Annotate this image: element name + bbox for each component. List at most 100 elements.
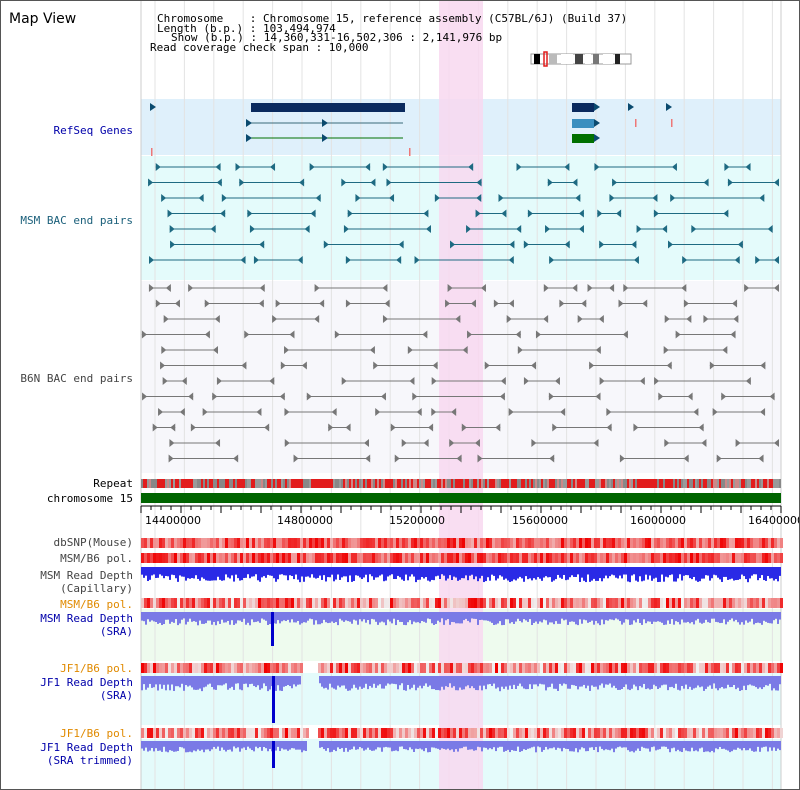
heat-cell [357, 663, 360, 673]
depth-bar [363, 612, 365, 620]
heat-cell [396, 728, 399, 738]
heat-cell [210, 538, 213, 548]
depth-bar [721, 567, 723, 582]
track-label-repeat[interactable]: Repeat [93, 477, 133, 490]
depth-bar [387, 567, 389, 577]
bac-end-arrow [334, 330, 340, 339]
repeat-segment [319, 479, 321, 488]
depth-bar [297, 741, 299, 750]
heat-cell [702, 553, 705, 563]
track-label-chromosome[interactable]: chromosome 15 [46, 492, 133, 505]
bac-end-arrow [662, 225, 668, 233]
bac-end-arrow [515, 330, 521, 339]
heat-cell [321, 663, 324, 673]
repeat-segment [487, 479, 489, 488]
heat-cell [546, 598, 549, 608]
heat-cell [549, 538, 552, 548]
depth-bar [565, 567, 567, 581]
heat-cell [429, 728, 432, 738]
depth-bar [721, 612, 723, 623]
bac-end-arrow [589, 361, 595, 370]
heat-cell [756, 728, 759, 738]
heat-cell [366, 553, 369, 563]
track-label-msm-pol[interactable]: MSM/B6 pol. [60, 552, 133, 565]
depth-bar [405, 676, 407, 691]
heat-cell [738, 538, 741, 548]
heat-cell [621, 728, 624, 738]
depth-bar [317, 612, 319, 625]
depth-bar [413, 567, 415, 577]
heat-cell [387, 728, 390, 738]
heat-cell [336, 538, 339, 548]
heat-cell [474, 553, 477, 563]
repeat-segment [603, 479, 605, 488]
depth-bar [617, 567, 619, 579]
repeat-segment [287, 479, 289, 488]
depth-bar [417, 741, 419, 750]
heat-cell [498, 728, 501, 738]
repeat-segment [191, 479, 193, 488]
heat-cell [183, 598, 186, 608]
repeat-segment [733, 479, 735, 488]
depth-bar [477, 741, 479, 747]
depth-bar [249, 567, 251, 579]
heat-cell [480, 553, 483, 563]
depth-bar [697, 676, 699, 686]
heat-cell [273, 598, 276, 608]
track-label-jf1-depth[interactable]: JF1 Read Depth [40, 676, 133, 689]
heat-cell [774, 728, 777, 738]
depth-bar [359, 741, 361, 748]
track-label-jf1-pol[interactable]: JF1/B6 pol. [60, 662, 133, 675]
track-label-msm-depth-capillary[interactable]: MSM Read Depth [40, 569, 133, 582]
heat-cell [165, 663, 168, 673]
depth-bar [619, 567, 621, 576]
track-label-refseq-genes[interactable]: RefSeq Genes [53, 124, 133, 137]
track-label-msm-depth-sra-sub: (SRA) [99, 625, 133, 638]
heat-cell [420, 538, 423, 548]
depth-bar [245, 612, 247, 625]
track-label-jf1-depth-trimmed[interactable]: JF1 Read Depth [40, 741, 133, 754]
depth-bar [519, 676, 521, 684]
track-label-jf1-pol-trimmed[interactable]: JF1/B6 pol. [60, 727, 133, 740]
heat-cell [525, 553, 528, 563]
heat-cell [639, 538, 642, 548]
heat-cell [258, 538, 261, 548]
heat-cell [414, 598, 417, 608]
heat-cell [759, 538, 762, 548]
depth-bar [613, 567, 615, 576]
heat-cell [711, 538, 714, 548]
heat-cell [405, 728, 408, 738]
heat-cell [183, 553, 186, 563]
depth-bar [277, 612, 279, 621]
track-label-dbsnp[interactable]: dbSNP(Mouse) [53, 536, 133, 549]
depth-bar [181, 741, 183, 748]
heat-cell [159, 598, 162, 608]
bac-end-arrow [301, 361, 307, 370]
track-label-msm-bac[interactable]: MSM BAC end pairs [20, 214, 133, 227]
heat-cell [504, 728, 507, 738]
heat-cell [246, 553, 249, 563]
depth-bar [481, 567, 483, 576]
depth-bar [701, 741, 703, 748]
repeat-segment [281, 479, 283, 488]
heat-cell [780, 663, 783, 673]
depth-bar [735, 676, 737, 690]
bac-end-arrow [477, 454, 483, 463]
depth-bar [365, 676, 367, 684]
heat-cell [483, 553, 486, 563]
depth-bar [675, 612, 677, 622]
repeat-segment [599, 479, 601, 488]
depth-bar [543, 612, 545, 620]
bac-end-arrow [545, 225, 551, 233]
depth-bar [471, 741, 473, 750]
track-label-msm-pol-sra[interactable]: MSM/B6 pol. [60, 598, 133, 611]
depth-bar [741, 676, 743, 691]
depth-bar [333, 567, 335, 582]
track-label-b6n-bac[interactable]: B6N BAC end pairs [20, 372, 133, 385]
bac-end-arrow [382, 163, 388, 171]
track-label-msm-depth-sra[interactable]: MSM Read Depth [40, 612, 133, 625]
depth-bar [251, 741, 253, 751]
heat-cell [321, 553, 324, 563]
heat-cell [180, 598, 183, 608]
depth-bar [611, 612, 613, 620]
